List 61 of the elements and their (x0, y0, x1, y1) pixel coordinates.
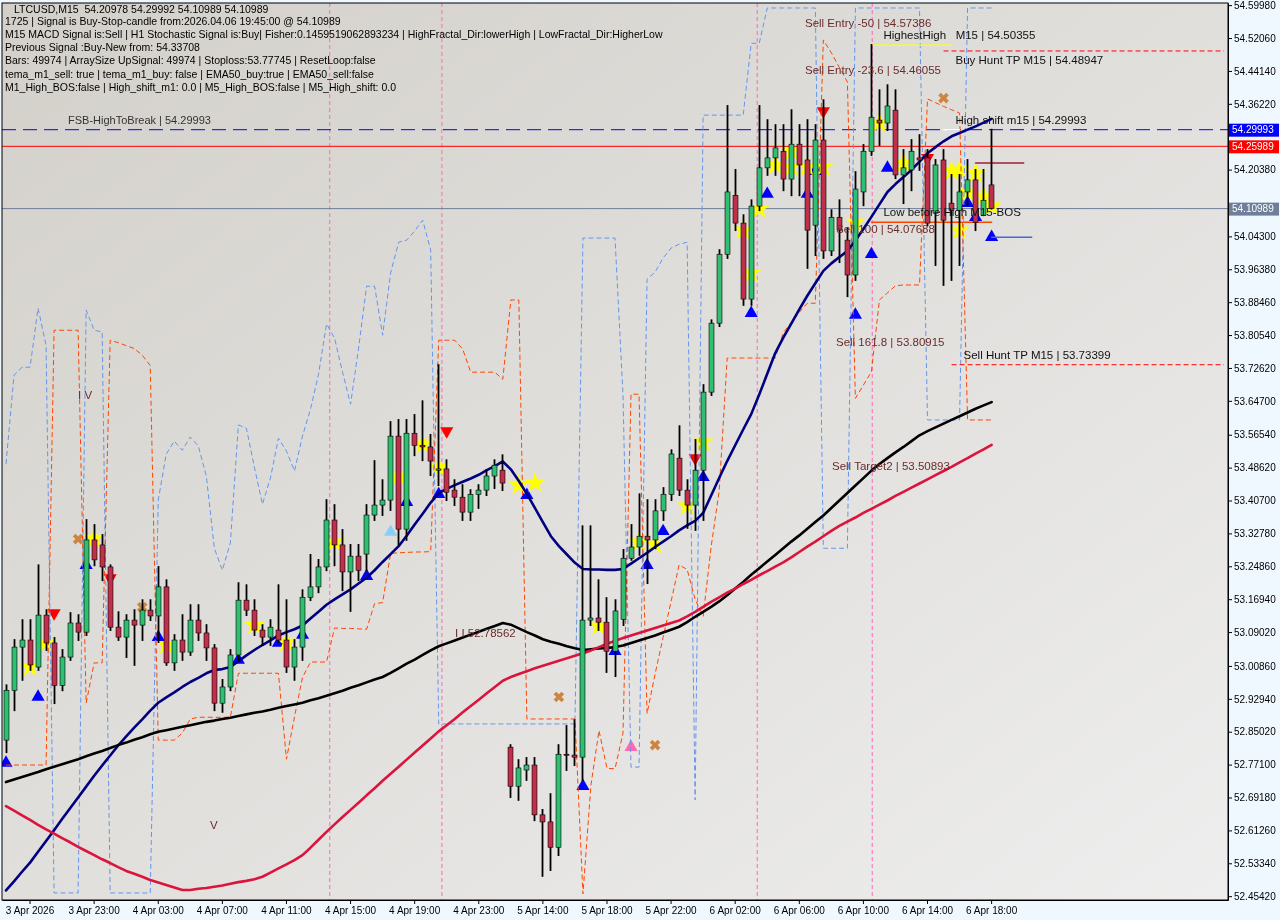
y-tick-label: 52.85020 (1234, 726, 1277, 738)
y-tick-label: 53.16940 (1234, 593, 1277, 605)
annotation: Sell 161.8 | 53.80915 (836, 336, 945, 348)
annotation: Previous Signal :Buy-New from: 54.33708 (5, 41, 201, 53)
x-tick-label: 5 Apr 14:00 (517, 905, 569, 917)
x-tick-label: 4 Apr 07:00 (196, 905, 249, 917)
y-tick-label: 53.96380 (1234, 263, 1277, 275)
y-tick-label: 53.88460 (1234, 296, 1277, 308)
x-tick-label: 4 Apr 23:00 (453, 905, 505, 917)
y-tick-label: 53.09020 (1234, 626, 1277, 638)
series-label: Buy Hunt TP M15 | 54.48947 (955, 53, 1104, 66)
y-tick-label: 53.24860 (1234, 560, 1277, 572)
annotation: M1_High_BOS:false | High_shift_m1: 0.0 | M5_High_BOS:false | M5_High_shift: 0.0 (5, 81, 397, 93)
y-tick-label: 54.29993 (1232, 124, 1275, 136)
y-tick-label: 53.48620 (1234, 462, 1277, 474)
y-tick-label: 53.00860 (1234, 660, 1277, 672)
y-tick-label: 53.56540 (1234, 429, 1277, 441)
annotation: 1725 | Signal is Buy-Stop-candle from:2026.04.06 19:45:00 @ 54.10989 (5, 15, 341, 27)
y-tick-label: 52.92940 (1234, 693, 1277, 705)
y-tick-label: 52.45420 (1234, 890, 1277, 902)
x-tick-label: 5 Apr 18:00 (581, 905, 633, 917)
x-tick-label: 6 Apr 14:00 (901, 905, 954, 917)
x-tick-label: 3 Apr 23:00 (68, 905, 121, 917)
y-tick-label: 53.64700 (1234, 395, 1277, 407)
annotation: tema_m1_sell: true | tema_m1_buy: false | EMA50_buy:true | EMA50_sell:false (5, 68, 375, 80)
x-tick-label: 4 Apr 15:00 (324, 905, 377, 917)
annotation: M15 MACD Signal is:Sell | H1 Stochastic Signal is:Buy| Fisher:0.1459519062893234 | HighFractal_Dir:lowerHigh | LowFractal_Dir:HigherLow (5, 28, 663, 40)
y-tick-label: 53.72620 (1234, 362, 1277, 374)
x-tick-label: 3 Apr 2026 (5, 905, 55, 917)
y-tick-label: 54.36220 (1234, 98, 1277, 110)
series-label: Sell Hunt TP M15 | 53.73399 (963, 348, 1111, 361)
y-tick-label: 52.61260 (1234, 825, 1277, 837)
x-tick-label: 4 Apr 11:00 (261, 905, 313, 917)
y-tick-label: 54.52060 (1234, 32, 1277, 44)
y-tick-label: 54.10989 (1232, 203, 1275, 215)
x-tick-label: 4 Apr 19:00 (389, 905, 441, 917)
y-tick-label: 53.80540 (1234, 329, 1277, 341)
x-tick-label: 6 Apr 06:00 (773, 905, 826, 917)
ref-line-label: FSB-HighToBreak | 54.29993 (68, 113, 211, 126)
series-label: HighestHigh M15 | 54.50355 (883, 29, 1036, 42)
x-tick-label: 6 Apr 02:00 (709, 905, 762, 917)
y-tick-label: 53.32780 (1234, 528, 1277, 540)
annotation: Bars: 49974 | ArraySize UpSignal: 49974 | Stoploss:53.77745 | ResetLoop:false (5, 54, 376, 66)
y-tick-label: 52.77100 (1234, 759, 1277, 771)
annotation: Sell Entry -50 | 54.57386 (805, 17, 932, 29)
y-tick-label: 54.04300 (1234, 231, 1277, 243)
x-tick-label: 6 Apr 18:00 (966, 905, 1018, 917)
y-tick-label: 53.40700 (1234, 495, 1277, 507)
y-tick-label: 54.20380 (1234, 164, 1277, 176)
y-tick-label: 52.69180 (1234, 792, 1277, 804)
x-tick-label: 5 Apr 22:00 (645, 905, 698, 917)
chart-title: LTCUSD,M15 54.20978 54.29992 54.10989 54.10989 (14, 3, 269, 15)
y-tick-label: 54.44140 (1234, 65, 1277, 77)
annotation: I V (78, 389, 93, 401)
annotation: V (210, 819, 218, 831)
x-tick-label: 4 Apr 03:00 (132, 905, 185, 917)
y-tick-label: 54.59980 (1234, 0, 1277, 11)
y-tick-label: 52.53340 (1234, 857, 1277, 869)
y-tick-label: 54.25989 (1232, 141, 1275, 153)
series-label: High shift m15 | 54.29993 (955, 113, 1087, 126)
x-tick-label: 6 Apr 10:00 (837, 905, 890, 917)
